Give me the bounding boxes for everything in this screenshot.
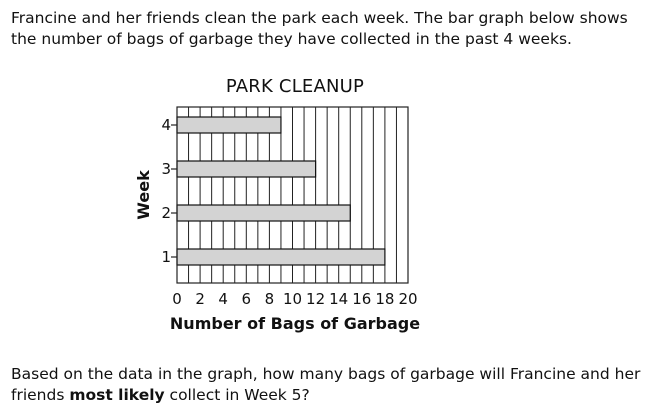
x-tick-label: 18 [375, 290, 394, 308]
y-tick-label: 1 [161, 248, 171, 266]
x-tick-label: 8 [265, 290, 275, 308]
intro-text: Francine and her friends clean the park … [11, 9, 628, 48]
question-part-1: Based on the data in the graph, how many… [11, 365, 641, 404]
x-tick-label: 12 [306, 290, 325, 308]
question-part-2: collect in Week 5? [164, 386, 310, 404]
x-tick-label: 2 [195, 290, 205, 308]
bar-week-3 [176, 160, 317, 178]
chart-bars [176, 116, 386, 266]
y-tick-label: 4 [161, 116, 171, 134]
x-tick-label: 4 [218, 290, 228, 308]
plot-frame [176, 106, 409, 284]
x-tick-label: 6 [242, 290, 252, 308]
x-tick-label: 10 [283, 290, 302, 308]
chart-title: PARK CLEANUP [225, 76, 365, 97]
y-tick-label: 3 [161, 160, 171, 178]
bar-week-2 [176, 204, 351, 222]
y-tick-label: 2 [161, 204, 171, 222]
bar-week-1 [176, 248, 386, 266]
y-axis-label: Week [134, 170, 153, 220]
x-tick-label: 16 [352, 290, 371, 308]
x-tick-label: 14 [329, 290, 348, 308]
chart-axes [171, 106, 409, 284]
question-emphasis: most likely [69, 386, 165, 404]
x-tick-label: 0 [172, 290, 182, 308]
x-axis-label: Number of Bags of Garbage [169, 314, 421, 333]
x-tick-label: 20 [398, 290, 417, 308]
question-text: Based on the data in the graph, how many… [11, 364, 651, 406]
bar-week-4 [176, 116, 282, 134]
